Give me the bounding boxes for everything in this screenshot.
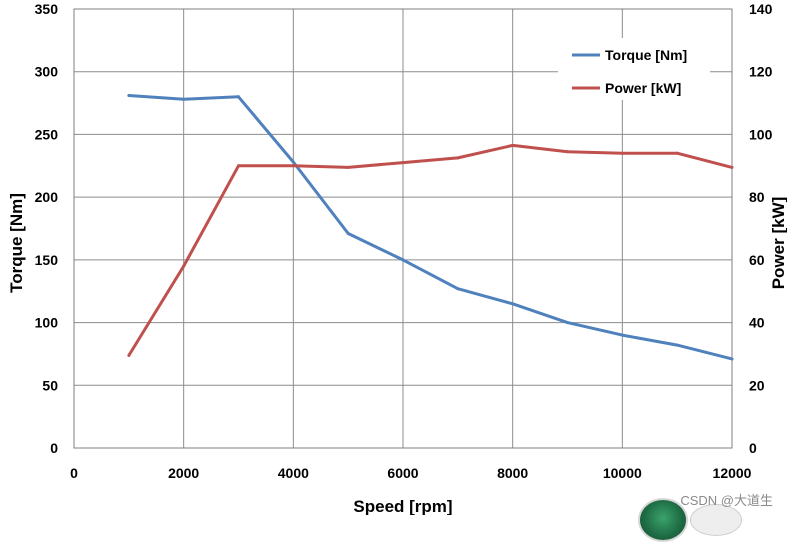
data-point-torque bbox=[730, 357, 734, 361]
y-right-tick-label: 120 bbox=[749, 64, 773, 80]
data-point-power bbox=[182, 264, 186, 268]
y-right-tick-label: 60 bbox=[749, 252, 765, 268]
watermark-text: CSDN @大道生 bbox=[680, 493, 773, 508]
data-point-torque bbox=[346, 232, 350, 236]
data-point-torque bbox=[456, 287, 460, 291]
x-tick-label: 6000 bbox=[387, 465, 418, 481]
x-tick-label: 2000 bbox=[168, 465, 199, 481]
x-axis-title: Speed [rpm] bbox=[353, 497, 452, 515]
data-point-power bbox=[511, 143, 515, 147]
y-right-tick-label: 40 bbox=[749, 315, 765, 331]
x-tick-label: 12000 bbox=[713, 465, 752, 481]
data-point-power bbox=[456, 156, 460, 160]
data-point-torque bbox=[675, 343, 679, 347]
x-tick-label: 0 bbox=[70, 465, 78, 481]
legend: Torque [Nm] Power [kW] bbox=[558, 38, 710, 100]
plot-border bbox=[73, 8, 733, 449]
torque-power-chart: 0 2000 4000 6000 8000 10000 12000 050100150200… bbox=[7, 1, 787, 515]
y-left-tick-labels: 0 50 100 150 200 250 300 350 bbox=[35, 1, 59, 456]
data-point-torque bbox=[566, 321, 569, 325]
legend-label-torque: Torque [Nm] bbox=[605, 47, 687, 63]
y-right-tick-label: 0 bbox=[749, 440, 757, 456]
data-point-torque bbox=[620, 333, 624, 337]
y-left-tick-label: 50 bbox=[42, 377, 58, 393]
y-right-tick-label: 140 bbox=[749, 1, 773, 17]
x-tick-label: 10000 bbox=[603, 465, 642, 481]
data-point-power bbox=[620, 151, 624, 155]
y-left-tick-label: 300 bbox=[35, 64, 59, 80]
y-left-tick-label: 250 bbox=[35, 126, 59, 142]
data-point-power bbox=[675, 151, 679, 155]
data-point-torque bbox=[237, 95, 240, 99]
y-left-tick-label: 350 bbox=[35, 1, 59, 17]
y-left-tick-label: 200 bbox=[35, 189, 59, 205]
y-right-tick-label: 20 bbox=[749, 377, 765, 393]
y-left-tick-label: 150 bbox=[35, 252, 59, 268]
y-left-axis-title: Torque [Nm] bbox=[7, 193, 26, 293]
y-right-tick-label: 100 bbox=[749, 126, 773, 142]
y-left-tick-label: 0 bbox=[50, 440, 58, 456]
series-line-power bbox=[127, 143, 733, 357]
y-right-tick-label: 80 bbox=[749, 189, 765, 205]
grid-lines bbox=[73, 8, 733, 449]
y-right-tick-labels: 0 20 40 60 80 100 120 140 bbox=[749, 1, 773, 456]
x-tick-labels: 0 2000 4000 6000 8000 10000 12000 bbox=[70, 465, 752, 481]
plot-frame bbox=[73, 8, 733, 449]
x-tick-label: 4000 bbox=[278, 465, 309, 481]
data-point-torque bbox=[401, 258, 405, 262]
data-point-power bbox=[566, 150, 569, 154]
legend-label-power: Power [kW] bbox=[605, 80, 681, 96]
data-point-power bbox=[237, 164, 240, 168]
series-line-torque bbox=[128, 94, 733, 361]
data-point-torque bbox=[511, 302, 515, 306]
data-point-power bbox=[291, 164, 295, 168]
series-layer bbox=[127, 94, 734, 361]
data-point-power bbox=[401, 161, 405, 165]
legend-background bbox=[558, 38, 710, 100]
data-point-power bbox=[127, 353, 131, 357]
data-point-torque bbox=[291, 160, 295, 164]
x-tick-label: 8000 bbox=[497, 465, 528, 481]
data-point-torque bbox=[182, 97, 186, 101]
y-left-tick-label: 100 bbox=[35, 315, 59, 331]
data-point-power bbox=[346, 165, 350, 169]
data-point-power bbox=[730, 165, 734, 169]
data-point-torque bbox=[127, 94, 131, 98]
y-right-axis-title: Power [kW] bbox=[769, 197, 787, 290]
